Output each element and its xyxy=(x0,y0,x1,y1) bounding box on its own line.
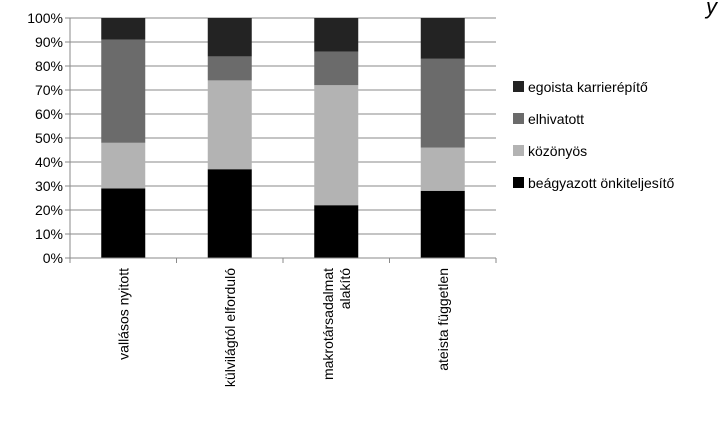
legend-label: egoista karrierépítő xyxy=(528,79,648,95)
y-tick-label: 40% xyxy=(35,154,63,170)
bar-segment xyxy=(101,18,146,40)
bar-segment xyxy=(420,190,465,258)
y-tick-label: 100% xyxy=(27,10,63,26)
bar-segment xyxy=(207,169,252,258)
legend-label: elhivatott xyxy=(528,111,584,127)
category-label: vallásos nyitott xyxy=(115,268,131,360)
axes xyxy=(65,17,497,263)
y-tick-label: 50% xyxy=(35,130,63,146)
bar-segment xyxy=(314,18,359,52)
legend-swatch xyxy=(513,113,524,124)
y-tick-label: 90% xyxy=(35,34,63,50)
bar-segment xyxy=(207,18,252,57)
y-tick-label: 10% xyxy=(35,226,63,242)
category-label-line: makrotársadalmat xyxy=(320,268,336,380)
y-tick-label: 80% xyxy=(35,58,63,74)
category-label: külvilágtól elforduló xyxy=(222,268,238,387)
legend-label: közönyös xyxy=(528,143,587,159)
bar-segment xyxy=(314,85,359,206)
bars xyxy=(101,18,465,258)
bar-segment xyxy=(420,58,465,148)
bar-segment xyxy=(101,188,146,258)
y-tick-label: 30% xyxy=(35,178,63,194)
bar-segment xyxy=(314,51,359,86)
y-tick-label: 20% xyxy=(35,202,63,218)
x-category-labels: vallásos nyitott külvilágtól elforduló mak… xyxy=(115,268,451,387)
legend-label: beágyazott önkiteljesítő xyxy=(528,175,675,191)
bar-segment xyxy=(207,56,252,81)
category-label: makrotársadalmatalakító xyxy=(320,268,353,380)
category-label-line: külvilágtól elforduló xyxy=(222,268,238,387)
legend: egoista karrierépítő elhivatott közönyös be… xyxy=(513,79,675,191)
bar-segment xyxy=(207,80,252,170)
bar-segment xyxy=(101,142,146,189)
y-tick-label: 70% xyxy=(35,82,63,98)
y-tick-label: 0% xyxy=(43,250,63,266)
bar-segment xyxy=(314,205,359,258)
category-label-line: vallásos nyitott xyxy=(115,268,131,360)
bar-segment xyxy=(420,147,465,191)
y-tick-label: 60% xyxy=(35,106,63,122)
category-label-line: alakító xyxy=(337,268,353,309)
legend-swatch xyxy=(513,177,524,188)
legend-swatch xyxy=(513,81,524,92)
y-tick-labels: 0% 10% 20% 30% 40% 50% 60% 70% 80% 90% 100% xyxy=(27,10,63,266)
legend-swatch xyxy=(513,145,524,156)
category-label-line: ateista független xyxy=(435,268,451,371)
bar-segment xyxy=(420,18,465,59)
category-label: ateista független xyxy=(435,268,451,371)
bar-segment xyxy=(101,39,146,143)
corner-text: y xyxy=(704,0,719,19)
